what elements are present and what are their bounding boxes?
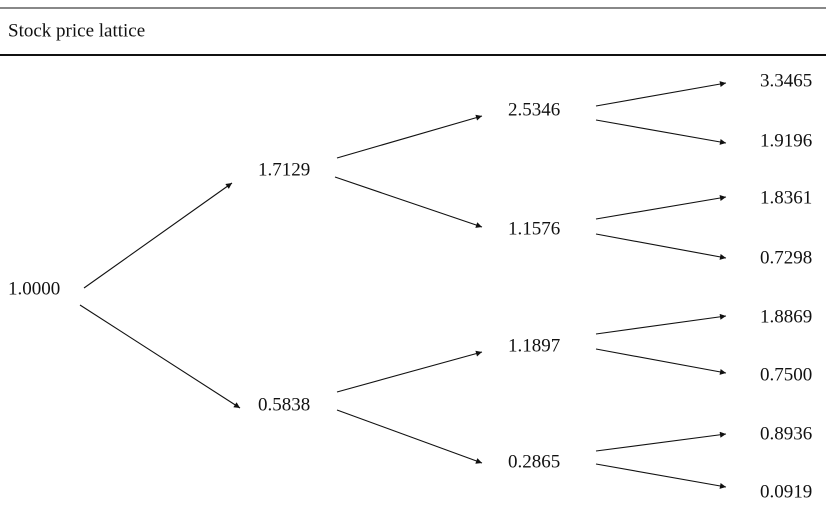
node-label: 1.8361 bbox=[760, 187, 812, 208]
arrow bbox=[595, 313, 727, 335]
arrow bbox=[79, 304, 241, 409]
node-label: 1.9196 bbox=[760, 130, 812, 151]
node-label: 0.7500 bbox=[760, 364, 812, 385]
node-label: 0.7298 bbox=[760, 247, 812, 268]
node-label: 0.8936 bbox=[760, 423, 812, 444]
node-label: 1.8869 bbox=[760, 306, 812, 327]
node-label: 1.1576 bbox=[508, 218, 560, 239]
arrow bbox=[336, 114, 483, 159]
node-label: 2.5346 bbox=[508, 99, 560, 120]
node-label: 1.0000 bbox=[8, 278, 60, 299]
arrow bbox=[595, 81, 727, 107]
title: Stock price lattice bbox=[8, 20, 145, 41]
node-label: 1.7129 bbox=[258, 159, 310, 180]
arrow bbox=[595, 195, 727, 220]
arrow bbox=[595, 431, 727, 452]
arrow bbox=[336, 350, 483, 393]
nodes: 1.0000 1.7129 0.5838 2.5346 1.1576 1.189… bbox=[8, 70, 812, 502]
arrow bbox=[595, 348, 727, 375]
arrow bbox=[83, 182, 233, 289]
node-label: 0.2865 bbox=[508, 451, 560, 472]
node-label: 1.1897 bbox=[508, 335, 560, 356]
arrow bbox=[595, 233, 727, 260]
node-label: 3.3465 bbox=[760, 70, 812, 91]
arrow bbox=[334, 176, 483, 228]
arrows bbox=[79, 81, 727, 489]
arrow bbox=[595, 119, 727, 145]
node-label: 0.5838 bbox=[258, 394, 310, 415]
arrow bbox=[336, 409, 483, 464]
node-label: 0.0919 bbox=[760, 481, 812, 502]
arrow bbox=[595, 463, 727, 489]
